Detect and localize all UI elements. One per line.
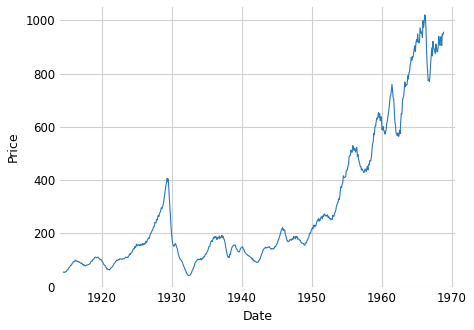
X-axis label: Date: Date [243,310,273,323]
Y-axis label: Price: Price [7,131,20,162]
